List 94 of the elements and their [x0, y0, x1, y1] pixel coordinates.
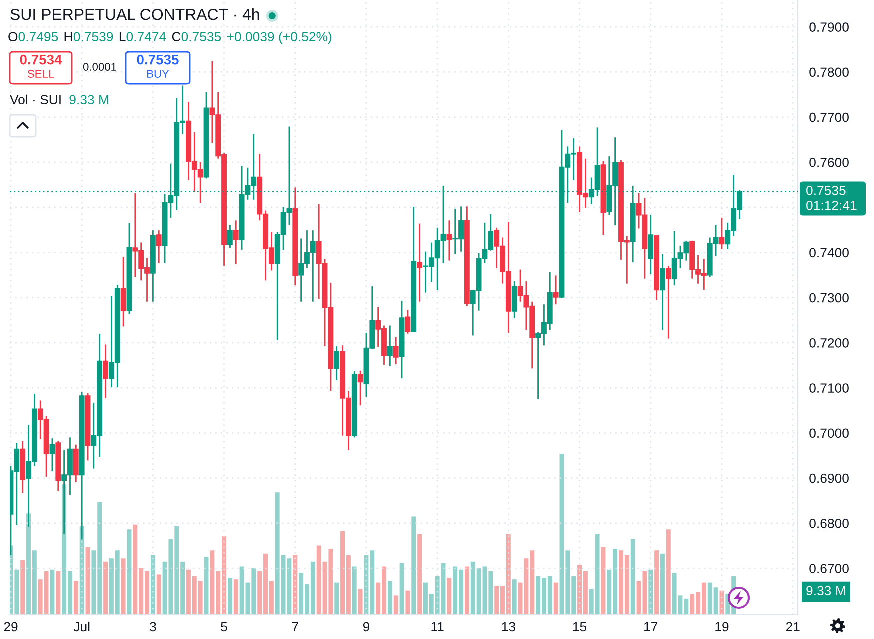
- annotation: 0.7474: [126, 32, 166, 42]
- annotation: BUY: [147, 70, 170, 78]
- annotation: SELL: [28, 70, 54, 78]
- bar: [666, 530, 671, 615]
- candlestick: [103, 344, 108, 400]
- candlestick: [358, 370, 364, 406]
- bar: [104, 562, 108, 615]
- bar: [50, 570, 55, 615]
- candlestick: [334, 346, 340, 382]
- bar: [388, 581, 392, 615]
- x-tick-label: 15: [573, 622, 587, 632]
- bar: [20, 560, 26, 615]
- ref-line-label: 0.7535: [806, 186, 846, 196]
- candlestick: [14, 442, 20, 526]
- text: 9.33 M: [806, 586, 846, 596]
- annotation: Vol · SUI: [10, 94, 61, 105]
- y-tick-label: 0.6800: [810, 518, 849, 528]
- y-tick-label: 0.7900: [810, 22, 849, 32]
- candlestick: [120, 256, 126, 328]
- x-tick-label: 7: [292, 622, 298, 632]
- candlestick: [233, 220, 239, 266]
- bar: [406, 590, 410, 615]
- x-tick-label: Jul: [74, 622, 90, 632]
- y-tick-label: 0.7100: [810, 384, 849, 393]
- y-tick-label: 0.7000: [810, 428, 849, 438]
- x-tick-label: 9: [363, 622, 370, 632]
- annotation: 9.33 M: [70, 95, 108, 105]
- bar: [334, 582, 340, 615]
- bar: [720, 590, 724, 615]
- annotation: 0.7535: [182, 32, 222, 42]
- candlestick: [446, 220, 452, 262]
- candlestick: [156, 230, 162, 264]
- bar: [554, 582, 558, 615]
- annotation: H: [64, 32, 72, 42]
- candlestick: [666, 266, 672, 340]
- x-tick-label: 11: [432, 622, 444, 632]
- bar: [293, 555, 298, 615]
- annotation: 0.7495: [18, 32, 58, 42]
- bar: [150, 555, 156, 615]
- candlestick: [387, 325, 393, 368]
- annotation: 0.7535: [137, 54, 179, 65]
- annotation: C: [172, 32, 181, 42]
- chart-title: SUI PERPETUAL CONTRACT · 4h: [10, 8, 260, 20]
- candlestick: [553, 274, 559, 306]
- bar: [56, 572, 61, 615]
- annotation: +0.0039 (+0.52%): [227, 32, 332, 44]
- bar: [352, 566, 357, 615]
- bar: [121, 558, 126, 615]
- candlestick: [417, 223, 423, 303]
- x-tick-label: 3: [150, 622, 156, 632]
- candlestick: [660, 254, 666, 331]
- bar: [358, 589, 363, 615]
- y-tick-label: 0.6700: [810, 564, 849, 574]
- bar: [394, 596, 398, 615]
- bar: [234, 580, 238, 615]
- y-tick-label: 0.7200: [810, 338, 849, 348]
- y-tick-label: 0.7400: [810, 248, 849, 258]
- y-tick-label: 0.7300: [810, 293, 849, 303]
- x-tick-label: 13: [502, 622, 516, 632]
- candlestick: [50, 438, 56, 472]
- bar: [512, 580, 517, 615]
- bar: [228, 578, 232, 615]
- bar: [412, 516, 416, 615]
- annotation: 0.0001: [83, 63, 116, 71]
- bar: [648, 570, 654, 615]
- x-tick-label: 19: [716, 622, 729, 632]
- x-tick-label: 21: [786, 622, 800, 632]
- candlestick: [228, 224, 233, 249]
- bar: [464, 566, 470, 615]
- bar: [156, 574, 162, 615]
- y-tick-label: 0.6900: [810, 474, 849, 484]
- bar: [654, 550, 660, 615]
- candlestick: [393, 336, 399, 366]
- annotation: 0.7534: [20, 54, 62, 65]
- text: 01:12:41: [806, 200, 857, 210]
- annotation: O: [8, 32, 18, 42]
- candlestick: [648, 214, 654, 276]
- bar: [630, 539, 636, 615]
- bar: [127, 530, 132, 615]
- bar: [601, 547, 606, 615]
- candlestick: [719, 217, 725, 250]
- bar: [660, 554, 665, 615]
- x-tick-label: 29: [4, 622, 18, 632]
- bar: [447, 578, 452, 615]
- annotation: L: [120, 32, 126, 42]
- annotation: 0.7539: [74, 32, 114, 42]
- candlestick: [405, 309, 411, 335]
- x-tick-label: 5: [221, 622, 228, 632]
- y-tick-label: 0.7700: [810, 112, 849, 122]
- bar: [418, 534, 422, 615]
- y-tick-label: 0.7800: [810, 68, 849, 78]
- y-tick-label: 0.7600: [810, 158, 849, 168]
- bar: [74, 581, 78, 615]
- x-tick-label: 17: [644, 622, 658, 632]
